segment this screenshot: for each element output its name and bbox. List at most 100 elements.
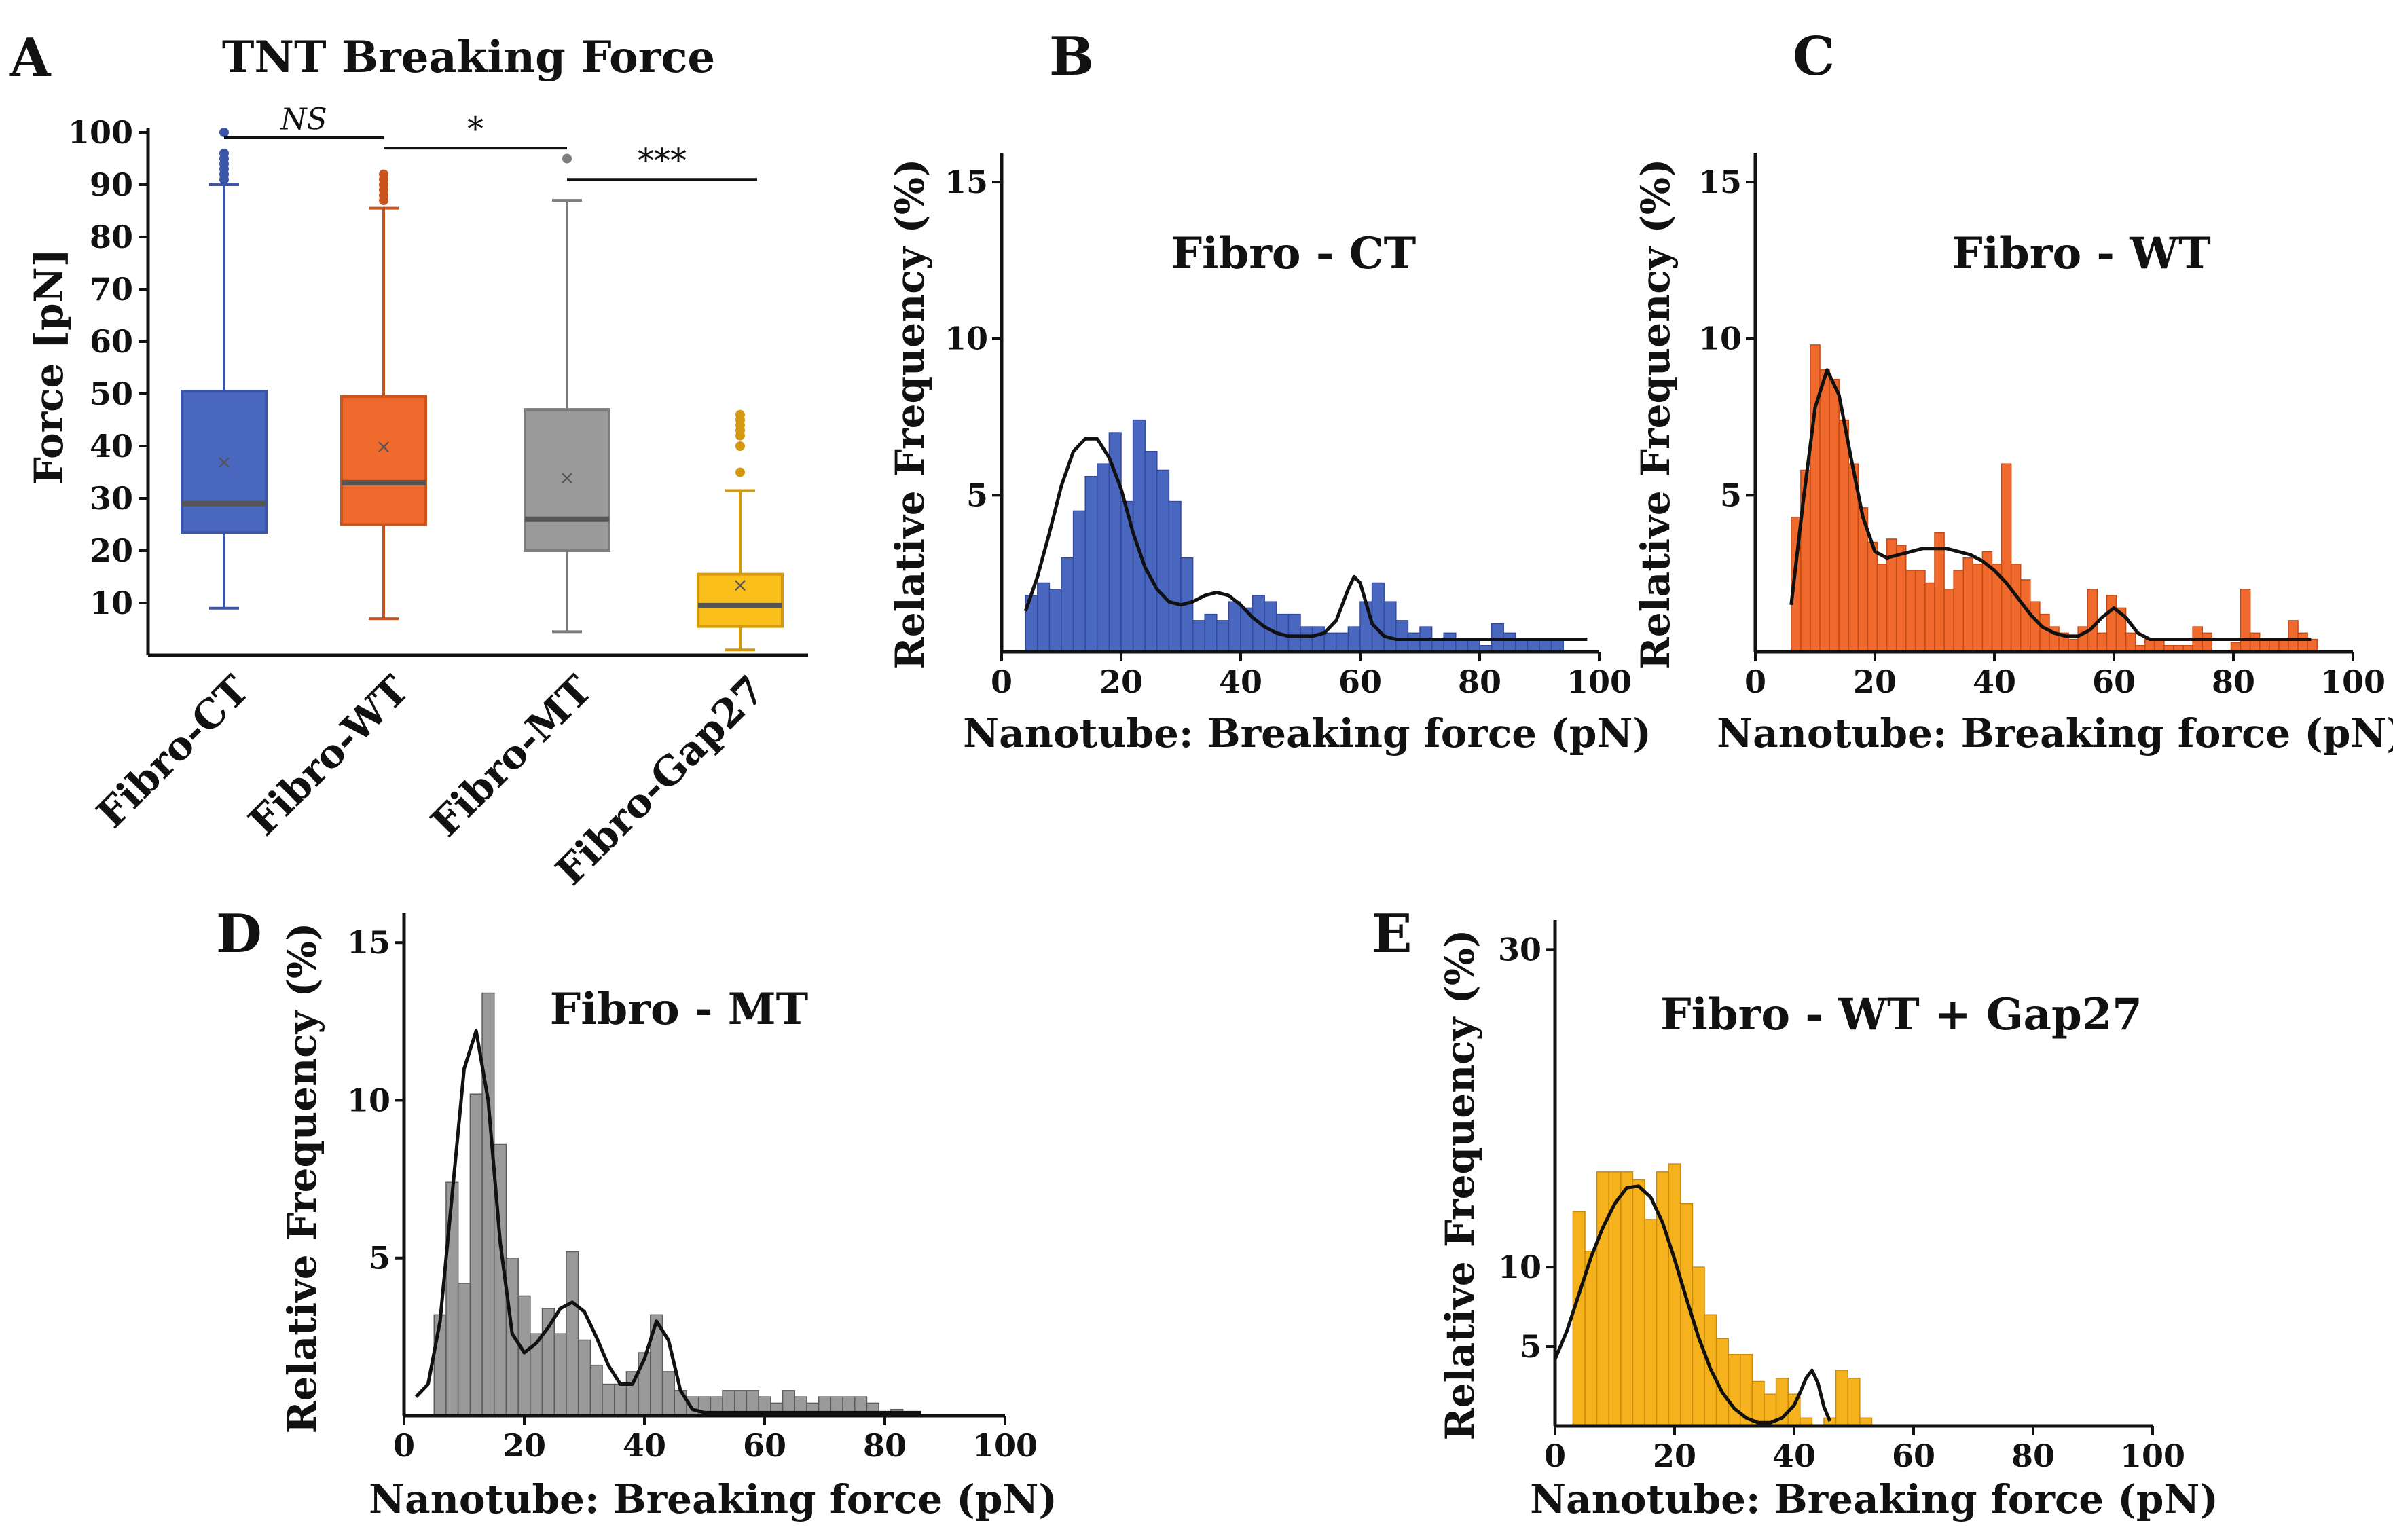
histogram-bar — [1838, 419, 1850, 653]
panel-a-plot-area: 102030405060708090100×Fibro-CT×Fibro-WT×… — [68, 103, 808, 894]
panel-d-histogram: D Fibro - MT Relative Frequency (%) Nano… — [216, 903, 1057, 1522]
x-tick-label: 40 — [1973, 663, 2016, 700]
significance-label: * — [467, 110, 483, 148]
histogram-bar — [1829, 378, 1840, 653]
histogram-bar — [1048, 588, 1062, 653]
histogram-bar — [1515, 638, 1529, 653]
outlier-point — [735, 409, 745, 420]
x-category-label: Fibro-CT — [88, 667, 258, 837]
x-tick-label: 80 — [1458, 663, 1501, 700]
box-iqr — [697, 572, 784, 628]
panel-letter-a: A — [9, 27, 52, 89]
histogram-bar — [2039, 613, 2050, 653]
outlier-point — [219, 128, 229, 137]
histogram-bar — [2001, 463, 2012, 653]
panel-d-x-axis-label: Nanotube: Breaking force (pN) — [369, 1476, 1057, 1522]
y-tick-label: 100 — [68, 114, 133, 151]
panel-d-plot-area: 0 20 40 60 80 100 5 10 15 — [347, 913, 1038, 1464]
histogram-bar — [1204, 613, 1218, 653]
histogram-bar — [1168, 500, 1182, 653]
histogram-bar — [1972, 564, 1984, 653]
histogram-bar — [1644, 1219, 1658, 1427]
outlier-point — [562, 153, 572, 164]
histogram-bar — [2154, 638, 2165, 653]
histogram-bar — [1228, 601, 1241, 653]
density-curve — [1023, 437, 1588, 641]
y-tick-label: 30 — [1498, 931, 1541, 968]
histogram-bar — [2125, 632, 2136, 653]
x-tick-label: 20 — [1653, 1437, 1696, 1474]
mean-marker: × — [732, 574, 748, 596]
panel-c-y-axis-label: Relative Frequency (%) — [1632, 159, 1679, 670]
histogram-bar — [2249, 632, 2261, 653]
box-2: × Fibro-WT — [240, 169, 427, 845]
histogram-bar — [589, 1364, 603, 1416]
histogram-bar — [1455, 638, 1469, 653]
histogram-bar — [553, 1333, 567, 1416]
y-tick-label: 10 — [1698, 320, 1742, 357]
panel-b-plot-area: 0 20 40 60 80 100 5 10 15 — [945, 153, 1632, 700]
histogram-bar — [1810, 344, 1821, 653]
panel-c-histogram: C Fibro - WT Relative Frequency (%) Nano… — [1632, 26, 2393, 756]
panel-c-title: Fibro - WT — [1952, 228, 2211, 279]
y-tick-label: 15 — [945, 164, 988, 200]
histogram-bar — [457, 1283, 471, 1416]
histogram-bar — [2144, 638, 2155, 653]
outlier-point — [219, 148, 229, 158]
histogram-bar — [1467, 638, 1480, 653]
x-tick-label: 60 — [1338, 663, 1382, 700]
histogram-bar — [1287, 613, 1301, 653]
y-tick-label: 10 — [945, 320, 988, 357]
histogram-bar — [1037, 582, 1051, 653]
x-tick-label: 60 — [2092, 663, 2136, 700]
mean-marker: × — [376, 435, 391, 458]
histogram-bar — [577, 1339, 591, 1416]
histogram-bar — [2307, 638, 2318, 653]
x-tick-label: 60 — [1892, 1437, 1935, 1474]
box-iqr — [181, 390, 268, 534]
x-tick-label: 0 — [991, 663, 1012, 700]
outlier-point — [735, 441, 745, 451]
histogram-bar — [1431, 638, 1444, 653]
panel-a-y-axis-label: Force [pN] — [26, 249, 72, 485]
histogram-bar — [1156, 469, 1170, 653]
histogram-bar — [2010, 564, 2022, 653]
histogram-bar — [1924, 582, 1935, 653]
x-tick-label: 100 — [1567, 663, 1632, 700]
x-tick-label: 40 — [1772, 1437, 1816, 1474]
y-tick-label: 15 — [1698, 164, 1742, 200]
panel-letter-d: D — [216, 903, 262, 965]
x-category-label: Fibro-WT — [240, 667, 418, 845]
histogram-bar — [1876, 564, 1888, 653]
histogram-bar — [517, 1295, 531, 1416]
histogram-bar — [1407, 632, 1421, 653]
y-tick-label: 10 — [1498, 1249, 1541, 1285]
density-curve — [1789, 368, 2312, 641]
significance-label: *** — [638, 141, 687, 179]
panel-e-title: Fibro - WT + Gap27 — [1660, 989, 2142, 1040]
y-tick-label: 5 — [1520, 1328, 1541, 1365]
panel-e-plot-area: 0 20 40 60 80 100 5 10 30 — [1498, 920, 2185, 1474]
histogram-bar — [1847, 1378, 1861, 1427]
histogram-bar — [2259, 638, 2270, 653]
x-tick-label: 80 — [2011, 1437, 2055, 1474]
histogram-bar — [1550, 638, 1564, 653]
histogram-bar — [1300, 626, 1313, 653]
histogram-bar — [469, 1093, 483, 1416]
panel-c-x-axis-label: Nanotube: Breaking force (pN) — [1717, 710, 2393, 756]
histogram-bar — [1336, 632, 1349, 653]
histogram-bar — [2068, 638, 2079, 653]
histogram-bar — [1395, 620, 1409, 653]
panel-b-histogram: B Fibro - CT Relative Frequency (%) Nano… — [887, 26, 1651, 756]
x-tick-label: 0 — [1544, 1437, 1566, 1474]
panel-a-boxplot: A TNT Breaking Force Force [pN] 10 20 30 40… — [9, 27, 808, 894]
y-tick-label: 10 — [90, 585, 133, 621]
y-tick-label: 20 — [90, 532, 133, 569]
histogram-bar — [1144, 451, 1158, 653]
x-tick-label: 0 — [393, 1427, 415, 1464]
panel-a-title: TNT Breaking Force — [222, 32, 715, 83]
y-tick-label: 70 — [90, 271, 133, 308]
x-tick-label: 40 — [623, 1427, 666, 1464]
panel-c-plot-area: 0 20 40 60 80 100 5 10 15 — [1698, 153, 2386, 700]
